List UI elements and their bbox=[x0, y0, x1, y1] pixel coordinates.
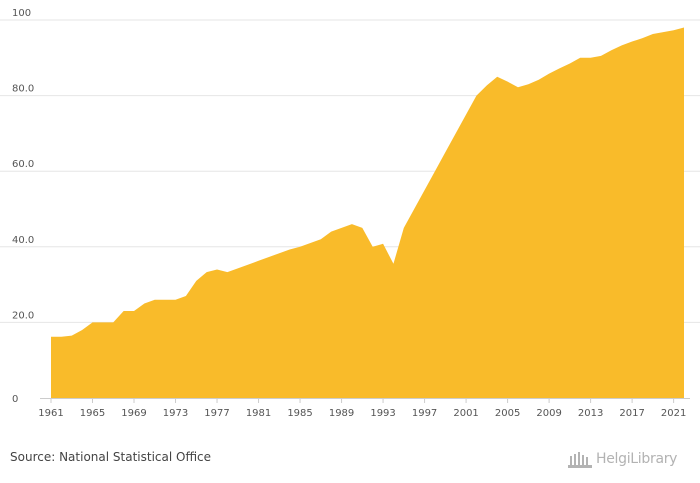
y-axis-labels: 0 20.0 40.0 60.0 80.0 100 bbox=[12, 8, 34, 405]
x-tick-label: 1989 bbox=[329, 408, 354, 419]
x-tick-label: 2017 bbox=[619, 408, 644, 419]
x-tick-label: 2001 bbox=[453, 408, 478, 419]
x-tick-label: 1993 bbox=[370, 408, 395, 419]
x-tick-label: 2005 bbox=[495, 408, 520, 419]
x-axis bbox=[40, 398, 690, 403]
x-tick-label: 1981 bbox=[246, 408, 271, 419]
x-tick-label: 1985 bbox=[287, 408, 312, 419]
x-tick-label: 1961 bbox=[38, 408, 63, 419]
x-tick-label: 1977 bbox=[204, 408, 229, 419]
y-tick-label: 20.0 bbox=[12, 310, 34, 321]
logo-text: HelgiLibrary bbox=[596, 451, 678, 467]
series-area-fill bbox=[51, 27, 684, 399]
x-tick-label: 2021 bbox=[661, 408, 686, 419]
x-tick-label: 2009 bbox=[536, 408, 561, 419]
x-axis-labels: 1961 1965 1969 1973 1977 1981 1985 1989 1993 1997… bbox=[38, 408, 686, 419]
y-tick-label: 40.0 bbox=[12, 235, 34, 246]
x-tick-label: 1969 bbox=[121, 408, 146, 419]
y-tick-label: 0 bbox=[12, 394, 18, 405]
x-tick-label: 1965 bbox=[80, 408, 105, 419]
y-tick-label: 80.0 bbox=[12, 84, 34, 95]
y-tick-label: 60.0 bbox=[12, 159, 34, 170]
x-tick-label: 2013 bbox=[578, 408, 603, 419]
source-note: Source: National Statistical Office bbox=[10, 450, 212, 464]
series-area bbox=[51, 27, 684, 399]
y-tick-label: 100 bbox=[12, 8, 31, 19]
helgi-library-logo[interactable]: HelgiLibrary bbox=[568, 448, 677, 470]
x-tick-label: 1973 bbox=[163, 408, 188, 419]
library-building-icon bbox=[568, 452, 592, 468]
x-tick-label: 1997 bbox=[412, 408, 437, 419]
